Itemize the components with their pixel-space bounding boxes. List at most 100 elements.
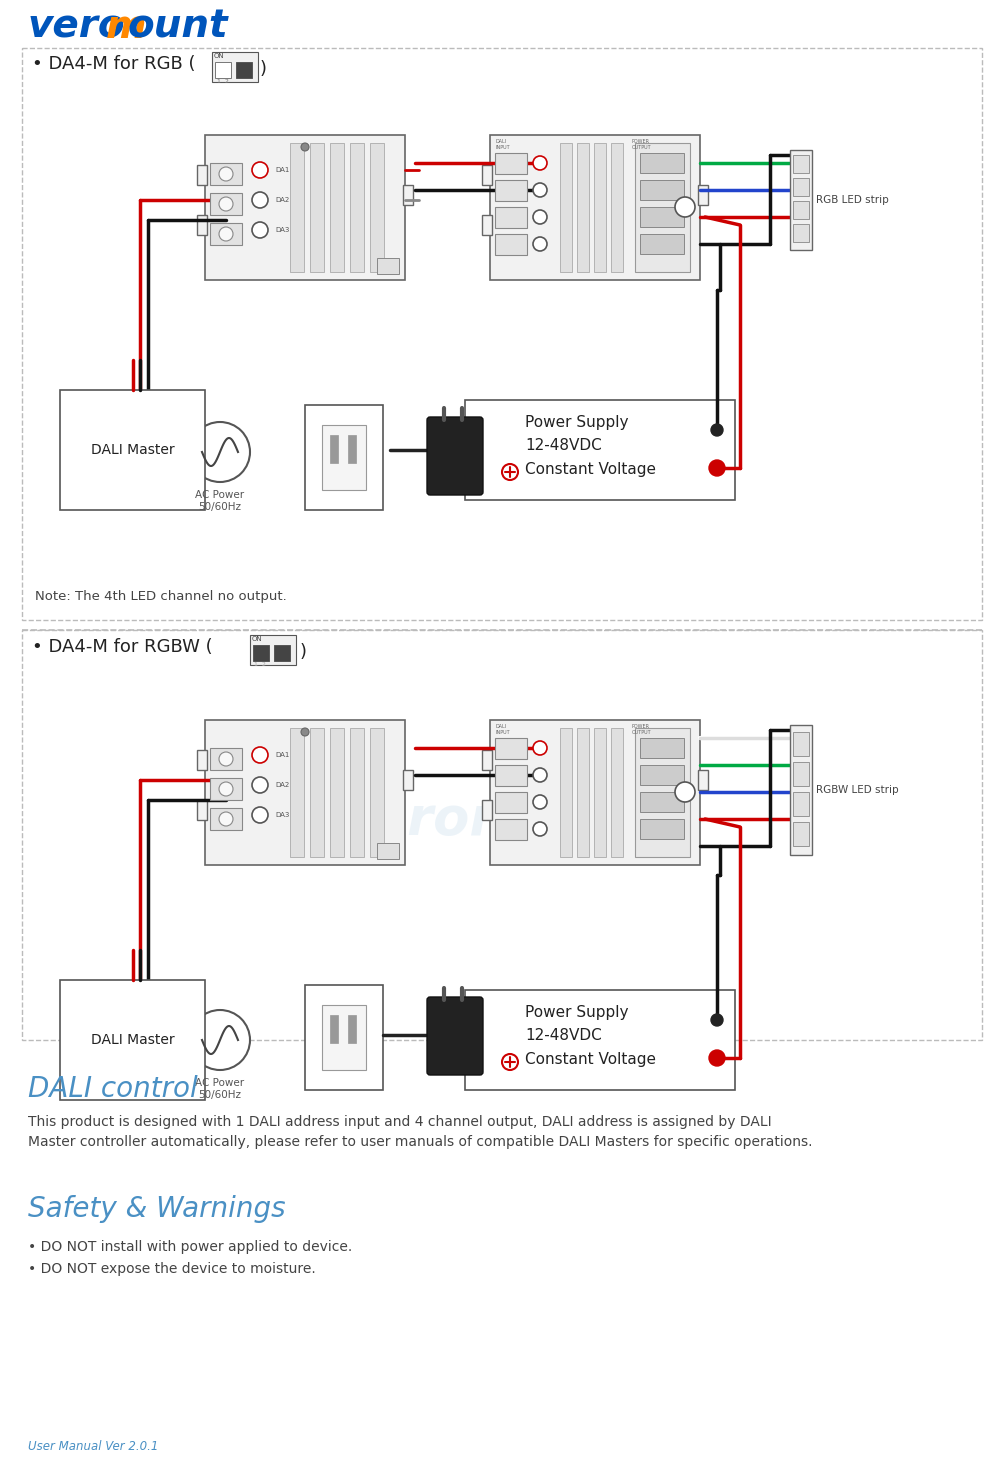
- Bar: [348, 435, 356, 462]
- Bar: [495, 233, 527, 255]
- Text: ): ): [300, 643, 307, 661]
- Bar: [495, 207, 527, 228]
- Bar: [495, 793, 527, 813]
- Bar: [210, 778, 242, 800]
- Bar: [250, 636, 296, 665]
- Circle shape: [219, 782, 233, 796]
- Bar: [310, 142, 324, 272]
- Bar: [640, 207, 684, 228]
- Bar: [370, 728, 384, 857]
- Bar: [793, 733, 809, 756]
- Bar: [210, 807, 242, 829]
- Bar: [640, 793, 684, 812]
- Text: • DO NOT expose the device to moisture.: • DO NOT expose the device to moisture.: [28, 1262, 316, 1276]
- Circle shape: [301, 728, 309, 735]
- Circle shape: [533, 156, 547, 170]
- Bar: [560, 142, 572, 272]
- Bar: [611, 728, 623, 857]
- Bar: [290, 142, 304, 272]
- Circle shape: [190, 1010, 250, 1070]
- Bar: [640, 819, 684, 840]
- Text: DALI control: DALI control: [28, 1075, 198, 1102]
- Bar: [274, 644, 290, 661]
- Bar: [793, 201, 809, 219]
- Text: DALI
INPUT: DALI INPUT: [495, 724, 510, 735]
- Circle shape: [301, 142, 309, 151]
- Text: Safety & Warnings: Safety & Warnings: [28, 1195, 286, 1223]
- Bar: [210, 163, 242, 185]
- Bar: [370, 142, 384, 272]
- Text: DALI Master: DALI Master: [91, 1033, 175, 1047]
- Bar: [197, 800, 207, 821]
- Text: ount: ount: [128, 7, 229, 46]
- Bar: [330, 435, 338, 462]
- Circle shape: [190, 421, 250, 482]
- Text: • DA4-M for RGB (: • DA4-M for RGB (: [32, 54, 196, 73]
- Bar: [377, 843, 399, 859]
- Circle shape: [502, 1054, 518, 1070]
- Circle shape: [533, 236, 547, 251]
- Circle shape: [219, 197, 233, 211]
- Text: Constant Voltage: Constant Voltage: [525, 462, 656, 477]
- Circle shape: [711, 1014, 723, 1026]
- Bar: [635, 142, 690, 272]
- Bar: [793, 822, 809, 846]
- Bar: [495, 181, 527, 201]
- Text: POWER
OUTPUT: POWER OUTPUT: [632, 724, 652, 735]
- Bar: [290, 728, 304, 857]
- Bar: [330, 142, 344, 272]
- Circle shape: [219, 752, 233, 766]
- Bar: [793, 156, 809, 173]
- Bar: [322, 1006, 366, 1070]
- Bar: [490, 135, 700, 280]
- FancyBboxPatch shape: [427, 417, 483, 495]
- Circle shape: [252, 777, 268, 793]
- Circle shape: [219, 167, 233, 181]
- Text: ON: ON: [252, 636, 263, 642]
- Text: 1  2: 1 2: [254, 662, 266, 666]
- Bar: [403, 771, 413, 790]
- Bar: [698, 185, 708, 206]
- Bar: [640, 765, 684, 785]
- Text: DA3: DA3: [275, 228, 289, 233]
- Circle shape: [252, 222, 268, 238]
- Bar: [495, 819, 527, 840]
- Circle shape: [533, 210, 547, 225]
- Bar: [236, 62, 252, 78]
- Bar: [305, 985, 383, 1091]
- Bar: [212, 51, 258, 82]
- Circle shape: [219, 812, 233, 826]
- Circle shape: [533, 796, 547, 809]
- Text: DALI Master: DALI Master: [91, 443, 175, 457]
- Circle shape: [711, 424, 723, 436]
- Text: • DO NOT install with power applied to device.: • DO NOT install with power applied to d…: [28, 1240, 352, 1254]
- Bar: [210, 192, 242, 214]
- Bar: [197, 750, 207, 771]
- Text: Master controller automatically, please refer to user manuals of compatible DALI: Master controller automatically, please …: [28, 1135, 812, 1149]
- Text: 12-48VDC: 12-48VDC: [525, 437, 602, 454]
- Text: Constant Voltage: Constant Voltage: [525, 1053, 656, 1067]
- Circle shape: [533, 768, 547, 782]
- Bar: [640, 738, 684, 757]
- Text: ON: ON: [214, 53, 225, 59]
- Text: RGB LED strip: RGB LED strip: [816, 195, 889, 206]
- Bar: [215, 62, 231, 78]
- Text: • DA4-M for RGBW (: • DA4-M for RGBW (: [32, 639, 213, 656]
- Bar: [482, 750, 492, 771]
- Bar: [640, 233, 684, 254]
- Bar: [640, 181, 684, 200]
- Bar: [577, 728, 589, 857]
- Bar: [210, 223, 242, 245]
- Circle shape: [675, 782, 695, 802]
- Bar: [403, 185, 413, 206]
- Text: m: m: [106, 7, 146, 46]
- Text: RGBW LED strip: RGBW LED strip: [816, 785, 899, 796]
- Bar: [790, 725, 812, 854]
- Circle shape: [252, 192, 268, 208]
- Bar: [305, 405, 383, 509]
- Bar: [22, 48, 982, 619]
- Text: DALI
INPUT: DALI INPUT: [495, 139, 510, 150]
- Text: AC Power
50/60Hz: AC Power 50/60Hz: [195, 490, 245, 512]
- Bar: [793, 762, 809, 785]
- Bar: [495, 153, 527, 175]
